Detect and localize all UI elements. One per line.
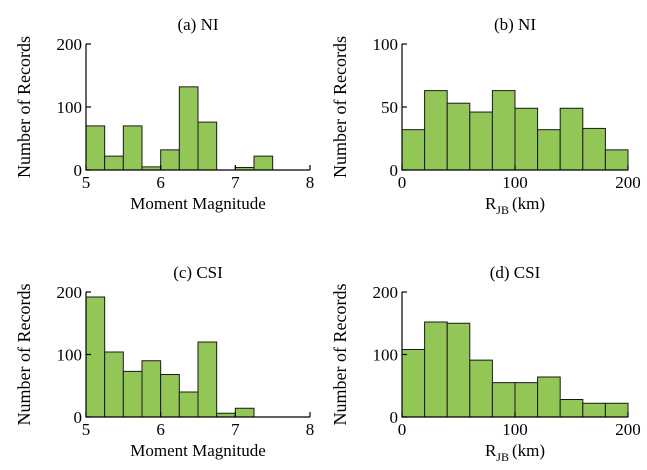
chart-panel-4: 0 100 200 0 100 200 (d) CSI Number of Records RJ…: [330, 263, 641, 464]
histogram-bar: [491, 90, 516, 171]
histogram-bar: [160, 374, 180, 418]
histogram-bar: [160, 149, 180, 171]
y-tick-label: 0: [390, 408, 399, 427]
x-tick-label: 8: [306, 173, 315, 192]
histogram-bar: [446, 322, 471, 418]
y-axis-label: Number of Records: [330, 36, 350, 178]
histogram-bar: [604, 402, 629, 418]
histogram-bar: [85, 125, 106, 171]
y-tick-label: 200: [57, 35, 83, 54]
y-tick-label: 0: [390, 161, 399, 180]
histogram-bar: [141, 360, 162, 418]
histogram-bar: [537, 376, 561, 418]
x-axis-label-main: Moment Magnitude: [130, 194, 266, 213]
y-tick-label: 200: [373, 283, 399, 302]
x-tick-label: 6: [156, 173, 165, 192]
chart-panel-3: 0 100 200 5 6 7 8 (c) CSI Number of Records Momen…: [14, 263, 314, 460]
x-tick-label: 200: [615, 420, 641, 439]
histogram-bar: [582, 127, 606, 171]
histogram-bar: [514, 382, 539, 418]
histogram-bar: [446, 102, 471, 171]
histogram-bar: [122, 125, 143, 171]
x-axis-label: Moment Magnitude: [130, 194, 266, 213]
x-tick-label: 100: [502, 420, 528, 439]
x-tick-label: 0: [398, 173, 407, 192]
histogram-bar: [424, 321, 448, 418]
x-tick-label: 100: [502, 173, 528, 192]
x-axis-label-unit: (km): [512, 441, 545, 460]
chart-panel-1: 0 100 200 5 6 7 8 (a) NI Number of Records Moment…: [14, 15, 314, 213]
x-axis-label-subscript: JB: [496, 203, 509, 217]
x-axis-label-unit: (km): [512, 194, 545, 213]
histogram-bar: [582, 402, 606, 418]
histogram-bar: [514, 107, 539, 171]
histogram-bar: [491, 382, 516, 418]
x-tick-label: 8: [306, 420, 315, 439]
x-tick-label: 5: [82, 173, 91, 192]
y-tick-label: 100: [57, 346, 83, 365]
y-tick-label: 50: [381, 98, 398, 117]
y-axis-label: Number of Records: [14, 36, 34, 178]
histogram-bar: [197, 341, 218, 418]
chart-panel-2: 0 50 100 0 100 200 (b) NI Number of Records RJB(…: [330, 15, 641, 217]
histogram-bar: [104, 155, 124, 171]
y-axis-label: Number of Records: [14, 284, 34, 426]
x-tick-label: 7: [231, 173, 240, 192]
histogram-bar: [253, 155, 274, 171]
x-tick-label: 5: [82, 420, 91, 439]
histogram-bar: [178, 391, 199, 418]
chart-title: (c) CSI: [173, 263, 223, 282]
histogram-bar: [559, 399, 584, 418]
chart-title: (d) CSI: [490, 263, 541, 282]
y-tick-label: 100: [373, 346, 399, 365]
x-tick-label: 6: [156, 420, 165, 439]
x-axis-label-main: R: [485, 194, 497, 213]
x-tick-label: 200: [615, 173, 641, 192]
histogram-bar: [85, 296, 106, 418]
x-axis-label: RJB (km): [485, 441, 545, 464]
y-tick-label: 0: [74, 161, 83, 180]
histogram-bar: [234, 407, 255, 418]
chart-title: (a) NI: [177, 15, 218, 34]
histogram-bar: [104, 351, 124, 418]
chart-title: (b) NI: [494, 15, 536, 34]
histogram-bar: [197, 121, 218, 171]
histogram-bar: [401, 349, 426, 418]
y-tick-label: 100: [373, 35, 399, 54]
y-tick-label: 0: [74, 408, 83, 427]
y-tick-label: 200: [57, 283, 83, 302]
y-axis-label: Number of Records: [330, 284, 350, 426]
histogram-bar: [537, 129, 561, 171]
x-axis-label: RJB (km): [485, 194, 545, 217]
histogram-bar: [469, 111, 493, 171]
x-axis-label-main: Moment Magnitude: [130, 441, 266, 460]
x-axis-label: Moment Magnitude: [130, 441, 266, 460]
histogram-bar: [178, 86, 199, 171]
x-axis-label-main: R: [485, 441, 497, 460]
histogram-bar: [122, 370, 143, 418]
histogram-bar: [604, 149, 629, 171]
y-tick-label: 100: [57, 98, 83, 117]
histogram-bar: [559, 107, 584, 171]
histogram-bar: [424, 90, 448, 171]
histogram-bar: [401, 129, 426, 171]
x-tick-label: 7: [231, 420, 240, 439]
x-axis-label-subscript: JB: [496, 450, 509, 464]
x-tick-label: 0: [398, 420, 407, 439]
histogram-bar: [469, 359, 493, 418]
